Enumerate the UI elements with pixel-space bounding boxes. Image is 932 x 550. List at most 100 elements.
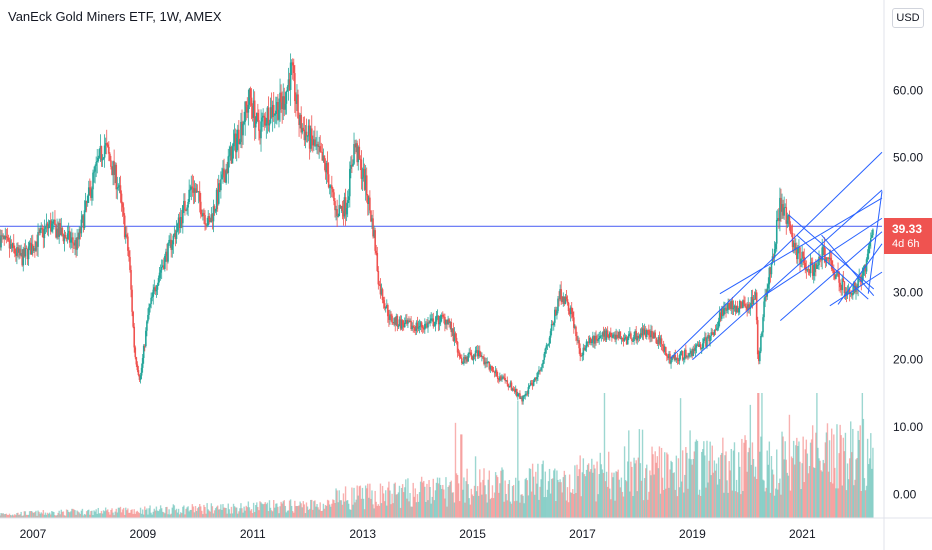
volume-bar: [280, 501, 282, 518]
volume-bar: [230, 506, 233, 518]
volume-bar: [586, 464, 589, 518]
candle-body: [830, 260, 833, 270]
candle-body: [835, 275, 837, 279]
volume-bar: [443, 489, 445, 518]
candle-body: [393, 318, 395, 324]
volume-bar: [401, 484, 404, 518]
candle-body: [639, 333, 642, 338]
volume-bar: [531, 463, 534, 518]
volume-bar: [541, 464, 543, 518]
candle-body: [96, 160, 99, 163]
volume-bar: [441, 488, 443, 518]
volume-bar: [411, 506, 413, 518]
candle-body: [554, 309, 556, 323]
candle-body: [640, 333, 643, 336]
candle-body: [406, 320, 408, 324]
trend-line[interactable]: [719, 197, 883, 295]
candle-body: [151, 296, 153, 298]
currency-button[interactable]: USD: [892, 8, 924, 28]
trend-line[interactable]: [788, 214, 875, 290]
candle-body: [724, 307, 726, 309]
candle-body: [507, 384, 510, 388]
candle-body: [796, 247, 798, 260]
volume-bar: [517, 400, 519, 518]
candle-body: [425, 323, 427, 325]
volume-bar: [228, 509, 231, 518]
volume-bar: [676, 496, 679, 518]
candle-body: [657, 337, 660, 344]
volume-bar: [733, 442, 736, 518]
candle-body: [358, 146, 361, 159]
candle-body: [390, 314, 392, 316]
trend-line[interactable]: [780, 231, 883, 322]
candle-body: [747, 304, 750, 310]
volume-bar: [293, 512, 295, 518]
volume-bar: [811, 425, 814, 518]
volume-bar: [14, 514, 16, 518]
volume-bar: [137, 512, 140, 518]
volume-bar: [652, 454, 654, 518]
candle-body: [647, 330, 649, 332]
trend-line[interactable]: [763, 217, 883, 297]
candle-body: [793, 242, 796, 251]
candle-body: [322, 155, 325, 161]
candle-body: [329, 185, 332, 188]
trend-line[interactable]: [837, 243, 883, 305]
candle-body: [441, 314, 444, 317]
candle-body: [231, 146, 234, 164]
candle-body: [780, 197, 782, 212]
volume-bar: [653, 474, 655, 518]
candle-body: [191, 186, 194, 188]
candle-body: [472, 355, 475, 361]
candle-body: [411, 325, 413, 330]
candle-body: [433, 325, 436, 327]
volume-bar: [753, 476, 756, 518]
candle-body: [387, 305, 389, 317]
volume-bar: [159, 505, 162, 518]
volume-bar: [629, 491, 631, 518]
trend-line[interactable]: [692, 189, 883, 361]
price-tick-label: 30.00: [893, 285, 923, 299]
volume-bar: [336, 490, 338, 518]
volume-bar: [410, 506, 412, 518]
candle-body: [807, 268, 810, 270]
trend-line[interactable]: [796, 234, 869, 300]
candle-body: [317, 144, 319, 147]
candle-body: [720, 308, 723, 319]
volume-bar: [162, 511, 164, 518]
volume-bar: [635, 460, 637, 518]
volume-bar: [2, 513, 4, 518]
candle-body: [804, 262, 807, 269]
volume-bar: [56, 514, 58, 518]
trend-line[interactable]: [670, 151, 883, 359]
candle-body: [474, 350, 477, 357]
volume-bar: [158, 509, 161, 518]
time-tick-label: 2011: [240, 527, 266, 541]
volume-bar: [659, 493, 662, 518]
trend-line[interactable]: [867, 191, 883, 294]
volume-bar: [704, 455, 706, 518]
volume-bar: [41, 513, 43, 518]
candle-body: [136, 364, 139, 371]
candle-body: [701, 343, 704, 349]
candle-body: [520, 397, 522, 399]
volume-bar: [5, 513, 8, 518]
volume-bar: [225, 507, 227, 518]
volume-bar: [805, 439, 808, 518]
volume-bar: [148, 508, 150, 518]
volume-bar: [708, 460, 710, 518]
candle-body: [301, 127, 304, 133]
trend-line[interactable]: [829, 271, 883, 307]
volume-bar: [578, 469, 580, 518]
time-axis[interactable]: 2007 2009 2011 2013 2015 2017 2019 2021: [20, 527, 816, 541]
trend-line[interactable]: [821, 234, 875, 297]
candle-body: [448, 319, 450, 323]
volume-bar: [101, 513, 104, 518]
volume-bar: [638, 429, 641, 518]
candle-body: [584, 347, 587, 351]
candle-body: [243, 121, 245, 124]
candle-body: [110, 160, 112, 167]
candle-body: [658, 337, 661, 344]
